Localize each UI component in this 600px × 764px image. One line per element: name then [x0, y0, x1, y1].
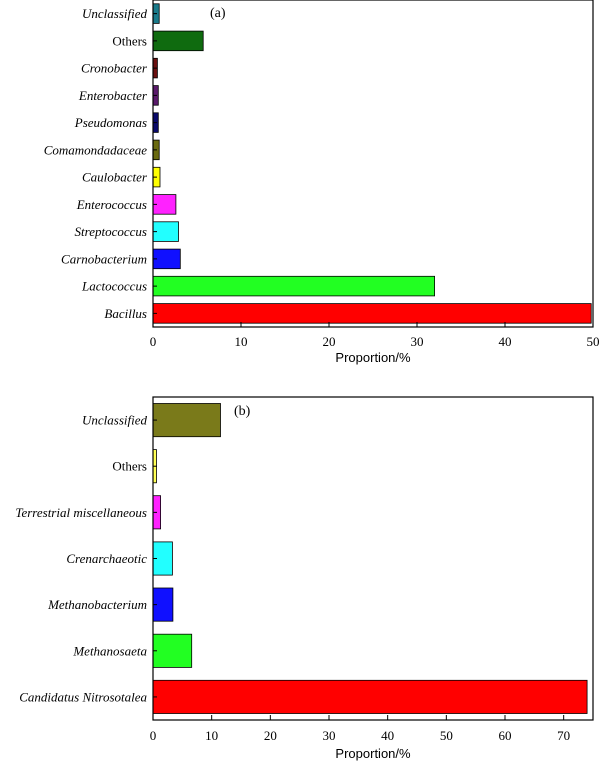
plot-frame-a: [152, 0, 594, 328]
bar-b-6: [152, 679, 588, 714]
category-label-b-5: Methanosaeta: [72, 643, 147, 658]
x-axis-title-a: Proportion/%: [335, 350, 411, 365]
x-tick-label-a-0: 0: [150, 334, 157, 349]
plot-frame-b: [152, 396, 594, 721]
category-label-a-4: Pseudomonas: [74, 115, 147, 130]
x-tick-label-b-3: 30: [323, 728, 336, 743]
x-tick-label-b-2: 20: [264, 728, 277, 743]
category-label-a-11: Bacillus: [104, 306, 147, 321]
bar-a-1: [152, 30, 204, 52]
x-tick-label-a-5: 50: [587, 334, 600, 349]
x-tick-label-a-1: 10: [235, 334, 248, 349]
category-label-b-2: Terrestrial miscellaneous: [15, 505, 147, 520]
x-tick-label-a-3: 30: [411, 334, 424, 349]
panel-label-a: (a): [210, 6, 226, 21]
x-tick-label-b-7: 70: [557, 728, 570, 743]
category-label-b-6: Candidatus Nitrosotalea: [19, 689, 147, 704]
bar-b-5: [152, 633, 193, 668]
chart-panel-b: Unclassified Others Terrestrial miscellane…: [15, 396, 594, 761]
x-tick-label-a-4: 40: [499, 334, 512, 349]
x-tick-label-b-4: 40: [381, 728, 394, 743]
category-label-a-0: Unclassified: [82, 6, 147, 21]
category-label-a-9: Carnobacterium: [61, 251, 147, 266]
category-label-a-6: Caulobacter: [82, 170, 148, 185]
category-label-b-0: Unclassified: [82, 413, 147, 428]
category-label-b-1: Others: [112, 459, 147, 474]
x-tick-label-b-6: 60: [499, 728, 512, 743]
category-label-b-4: Methanobacterium: [47, 597, 147, 612]
bar-a-10: [152, 275, 436, 297]
category-label-b-3: Crenarchaeotic: [66, 551, 147, 566]
x-axis-title-b: Proportion/%: [335, 746, 411, 761]
x-tick-label-b-1: 10: [205, 728, 218, 743]
category-label-a-8: Streptococcus: [75, 224, 147, 239]
bar-b-0: [152, 403, 221, 438]
category-label-a-10: Lactococcus: [81, 279, 147, 294]
bar-a-11: [152, 303, 592, 324]
category-label-a-1: Others: [112, 33, 147, 48]
category-label-a-2: Cronobacter: [81, 61, 148, 76]
category-label-a-7: Enterococcus: [76, 197, 147, 212]
category-label-a-5: Comamondadaceae: [44, 142, 147, 157]
chart-panel-a: Unclassified Others Cronobacter Enterobacte…: [44, 0, 600, 365]
category-label-a-3: Enterobacter: [78, 88, 148, 103]
panel-label-b: (b): [234, 404, 251, 419]
bar-a-9: [152, 248, 181, 270]
x-tick-label-a-2: 20: [323, 334, 336, 349]
x-tick-label-b-0: 0: [150, 728, 157, 743]
x-tick-label-b-5: 50: [440, 728, 453, 743]
